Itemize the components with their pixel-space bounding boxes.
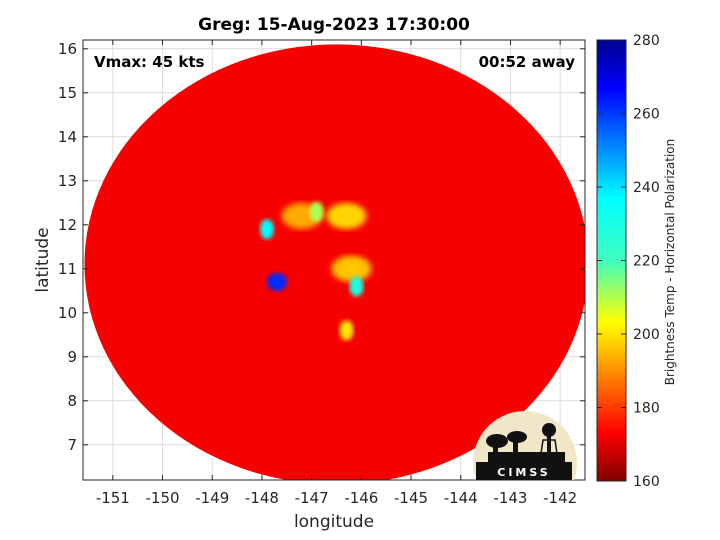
x-tick-label: -148: [245, 489, 279, 507]
y-tick-label: 14: [58, 128, 77, 146]
x-tick-label: -149: [195, 489, 229, 507]
heatmap-cell: [309, 201, 324, 222]
swath-image: [84, 44, 585, 480]
colorbar-tick-label: 260: [633, 107, 660, 123]
logo-text: CIMSS: [497, 466, 550, 479]
x-tick-label: -144: [444, 489, 478, 507]
colorbar-tick-label: 240: [633, 180, 660, 196]
x-tick-label: -147: [295, 489, 329, 507]
heatmap-cell: [349, 276, 364, 297]
x-tick-label: -151: [96, 489, 130, 507]
colorbar-tick-label: 180: [633, 401, 660, 417]
x-tick-label: -142: [543, 489, 577, 507]
colorbar-tick-label: 220: [633, 254, 660, 270]
x-tick-label: -145: [394, 489, 428, 507]
logo-banner: [476, 462, 572, 480]
heatmap-cell: [339, 320, 354, 341]
x-tick-label: -143: [493, 489, 527, 507]
heatmap-cell: [259, 219, 274, 240]
y-tick-label: 10: [58, 304, 77, 322]
heatmap-cell: [331, 255, 372, 282]
x-axis-label: longitude: [294, 512, 374, 532]
heatmap-cell: [266, 273, 287, 291]
y-tick-label: 13: [58, 172, 77, 190]
y-tick-label: 11: [58, 260, 77, 278]
cimss-logo: CIMSS: [473, 411, 577, 480]
chart-title: Greg: 15-Aug-2023 17:30:00: [198, 15, 470, 35]
y-axis-label: latitude: [33, 227, 53, 292]
colorbar-tick-label: 200: [633, 327, 660, 343]
colorbar-ticks: 160 180 200 220 240 260 280: [597, 33, 660, 490]
y-tick-label: 15: [58, 84, 77, 102]
axes-box: [82, 39, 586, 481]
y-tick-label: 7: [67, 436, 77, 454]
y-tick-label: 12: [58, 216, 77, 234]
colorbar-tick-label: 160: [633, 474, 660, 490]
vmax-annotation: Vmax: 45 kts: [94, 53, 204, 71]
heatmap-cell: [326, 203, 367, 229]
y-tick-label: 16: [58, 40, 77, 58]
axis-ticks: -151 -150 -149 -148 -147 -146 -145 -144 -143 -142…: [58, 40, 585, 507]
y-tick-label: 8: [67, 392, 77, 410]
x-tick-label: -150: [146, 489, 180, 507]
y-tick-label: 9: [67, 348, 77, 366]
colorbar-label: Brightness Temp - Horizontal Polarizatio…: [663, 139, 677, 386]
logo-radar-icon: [486, 423, 565, 462]
x-tick-label: -146: [344, 489, 378, 507]
colorbar-tick-label: 280: [633, 33, 660, 49]
time-away-annotation: 00:52 away: [479, 53, 576, 71]
